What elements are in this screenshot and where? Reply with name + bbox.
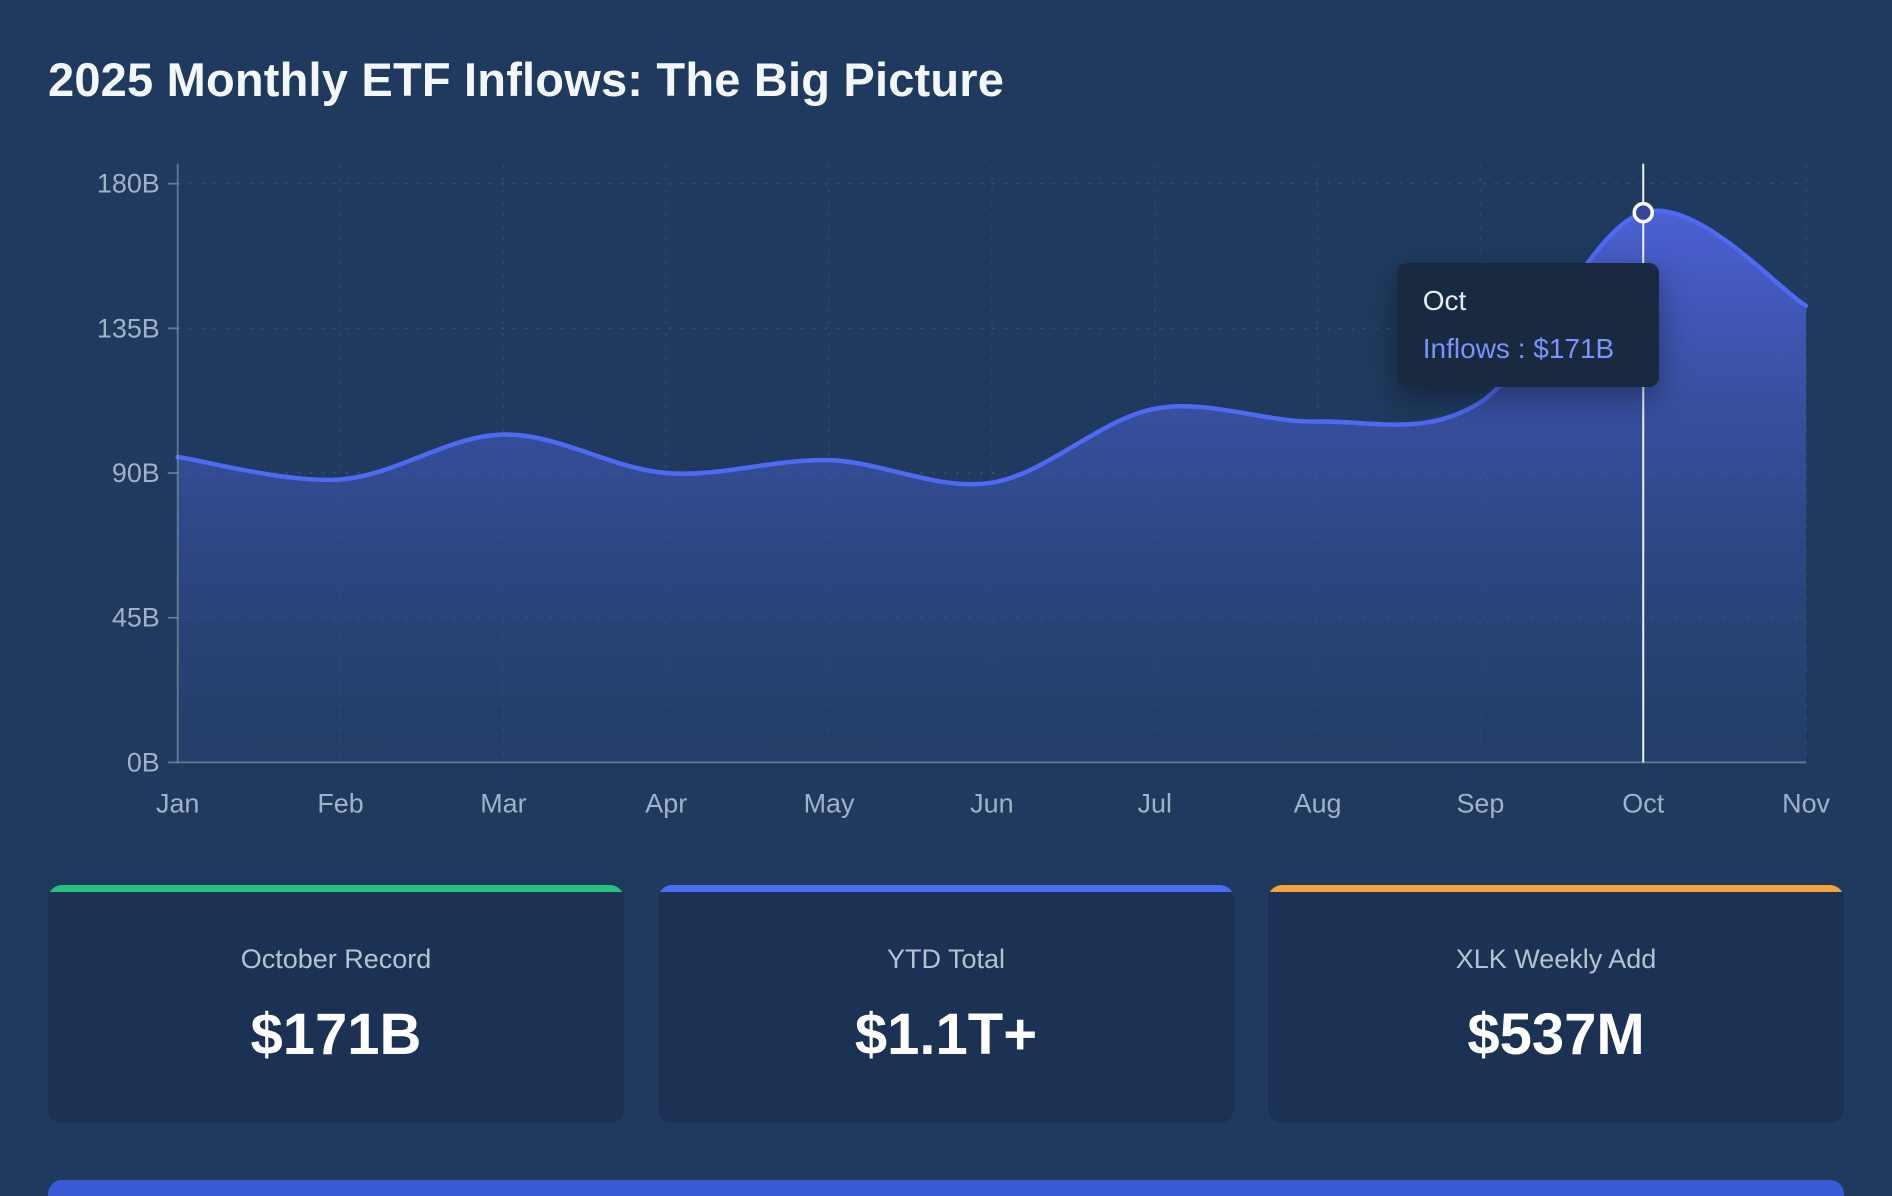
card-accent-orange [1268,885,1844,892]
card-accent-blue [658,885,1234,892]
card-value: $537M [1467,1002,1645,1067]
stat-card-ytd-total: YTD Total $1.1T+ [658,885,1234,1123]
y-tick-label: 90B [112,458,160,488]
card-value: $1.1T+ [854,1002,1038,1067]
stat-card-xlk-weekly-add: XLK Weekly Add $537M [1268,885,1844,1123]
card-label: YTD Total [886,944,1006,974]
x-tick-label: Sep [1456,788,1504,818]
stats-row: October Record $171B YTD Total $1.1T+ XL… [48,885,1844,1123]
page-title: 2025 Monthly ETF Inflows: The Big Pictur… [48,53,1005,106]
card-label: October Record [240,944,432,974]
etf-inflows-chart[interactable]: 0B 45B 90B 135B 180B Jan Feb Mar Apr May Jun Jul Aug… [48,133,1844,843]
chart-tooltip: Oct Inflows : $171B [1396,263,1659,387]
y-tick-label: 180B [97,169,160,199]
x-tick-label: Jul [1138,788,1172,818]
y-tick-label: 0B [127,747,160,777]
card-label: XLK Weekly Add [1455,944,1657,974]
x-tick-label: Oct [1622,788,1664,818]
tooltip-month: Oct [1422,285,1467,316]
area-fill [177,210,1807,763]
data-point-marker [1632,201,1654,224]
x-tick-label: May [804,788,855,818]
x-tick-label: Jan [156,788,199,818]
card-body: YTD Total $1.1T+ [658,892,1234,1068]
x-tick-label: Nov [1782,788,1830,818]
x-tick-label: Mar [480,788,526,818]
y-tick-label: 135B [97,313,160,343]
card-value: $171B [250,1002,422,1067]
next-section-card [48,1180,1844,1196]
y-tick-label: 45B [112,603,160,633]
x-tick-label: Jun [970,788,1013,818]
x-tick-label: Apr [645,788,687,818]
card-body: October Record $171B [48,892,624,1068]
x-tick-label: Feb [317,788,363,818]
card-body: XLK Weekly Add $537M [1268,892,1844,1068]
card-accent-green [48,885,624,892]
x-tick-label: Aug [1294,788,1342,818]
tooltip-value: Inflows : $171B [1422,333,1615,364]
stat-card-october-record: October Record $171B [48,885,624,1123]
chart-area: 0B 45B 90B 135B 180B Jan Feb Mar Apr May Jun Jul Aug… [48,133,1844,843]
